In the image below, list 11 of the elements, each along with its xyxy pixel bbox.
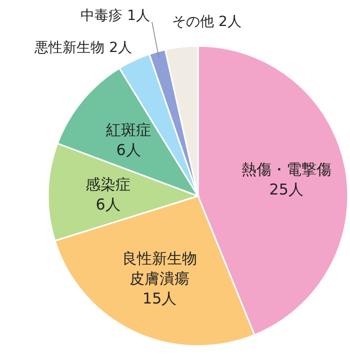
data-label: 25人 [269, 180, 304, 199]
data-label: 6人 [116, 140, 141, 159]
slice-label: 良性新生物皮膚潰瘍 [122, 249, 198, 288]
slice-label: その他 2人 [172, 14, 242, 30]
data-label: 6人 [96, 196, 120, 214]
slice-label: 紅斑症 [106, 120, 152, 139]
slice-label: 感染症 [86, 176, 131, 194]
slice-label: 中毒疹 1人 [80, 8, 150, 24]
slice-label: 悪性新生物 2人 [34, 40, 132, 56]
slice-label: 熱傷・電撃傷 [241, 160, 332, 179]
data-label: 15人 [142, 289, 177, 308]
